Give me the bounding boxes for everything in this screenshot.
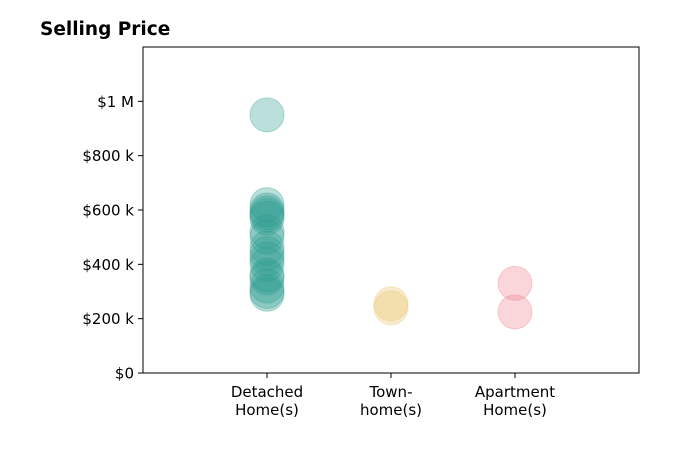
data-point: [249, 246, 285, 282]
data-point: [249, 219, 285, 255]
data-point: [249, 230, 285, 266]
data-point: [249, 241, 285, 277]
x-tick-label: Apartment Home(s): [475, 383, 555, 419]
x-tick-label: Detached Home(s): [231, 383, 303, 419]
y-tick-label: $200 k: [82, 310, 134, 328]
data-point: [249, 97, 285, 133]
y-tick-label: $400 k: [82, 256, 134, 274]
y-tick-label: $800 k: [82, 147, 134, 165]
chart-title: Selling Price: [40, 19, 170, 40]
data-point: [249, 274, 285, 309]
data-point: [249, 192, 285, 228]
data-point: [249, 195, 285, 231]
data-point: [373, 290, 409, 326]
y-tick-label: $1 M: [97, 93, 134, 111]
data-point: [497, 294, 533, 330]
data-point: [249, 235, 285, 271]
x-tick-label: Town-home(s): [360, 383, 422, 419]
y-tick-label: $0: [115, 365, 134, 383]
data-point: [249, 260, 285, 296]
y-tick-label: $600 k: [82, 202, 134, 220]
data-point: [249, 200, 285, 236]
data-point: [497, 265, 533, 301]
data-point: [249, 197, 285, 233]
data-point: [373, 286, 409, 322]
data-point: [249, 187, 285, 223]
data-point: [249, 268, 285, 304]
data-point: [249, 276, 285, 312]
x-axis: Detached Home(s) Town-home(s) Apartment Home…: [231, 373, 555, 419]
data-point: [249, 214, 285, 250]
data-points: [249, 97, 533, 330]
data-point: [249, 257, 285, 293]
y-axis: $0 $200 k $400 k $600 k $800 k $1 M: [82, 93, 143, 383]
